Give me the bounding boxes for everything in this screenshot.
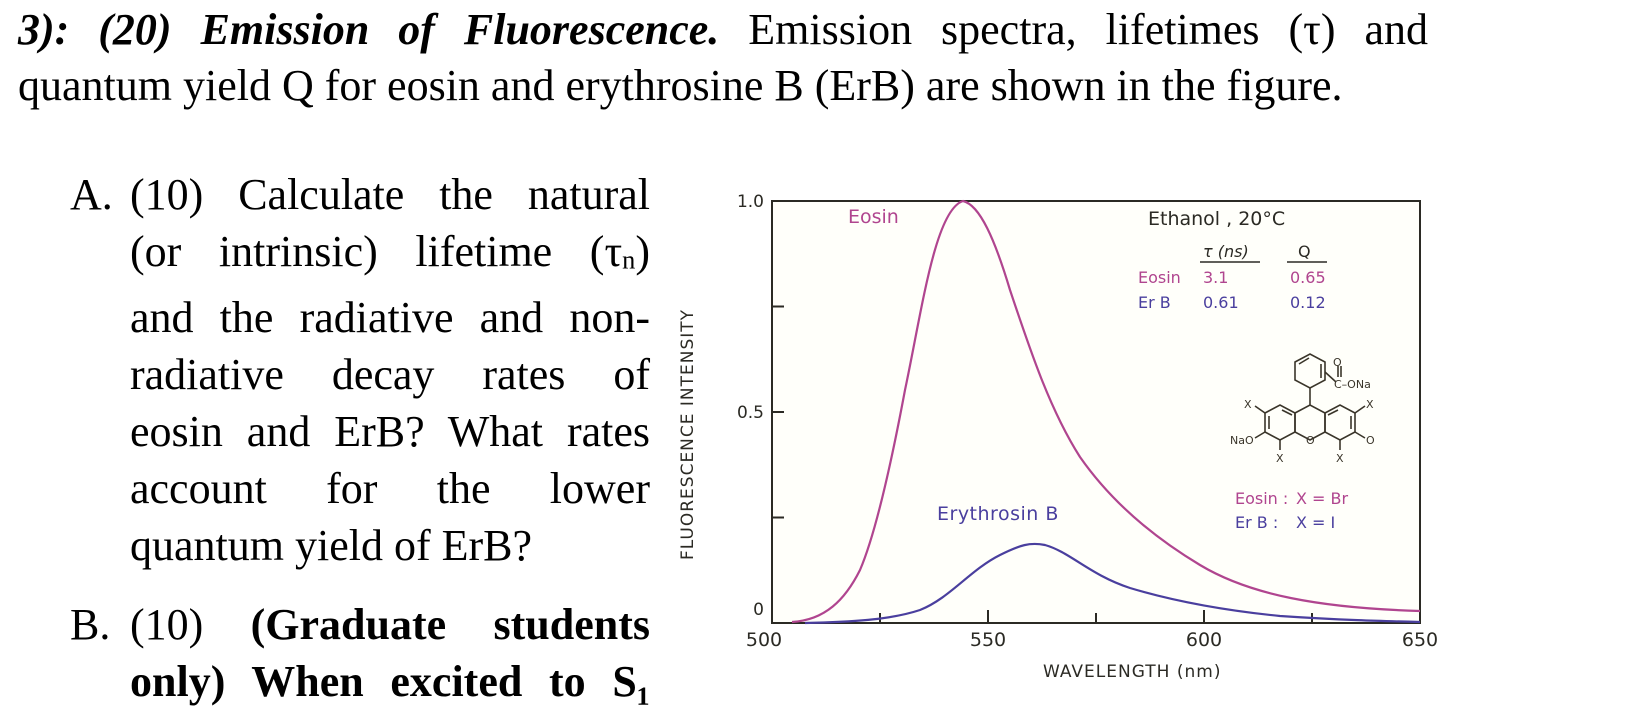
y-tick-labels: 1.0 0.5 0	[737, 192, 764, 620]
problem-title: Emission of Fluorescence.	[200, 5, 720, 54]
substituent-erb-value: X = I	[1296, 513, 1335, 532]
part-a-line-5: eosin and ErB? What rates	[130, 406, 650, 456]
tau-header: τ (ns)	[1203, 242, 1249, 261]
part-b-bold: (Graduate students	[250, 600, 650, 649]
x-label-right: X	[1366, 398, 1374, 411]
eosin-curve-label: Eosin	[848, 206, 899, 228]
part-b-body: (10) (Graduate students only) When excit…	[130, 596, 650, 710]
plot-frame	[771, 200, 1421, 624]
part-b-continuation: only) When excited to S₁	[130, 657, 650, 706]
y-ticks	[772, 305, 784, 519]
y-tick-1: 1.0	[737, 192, 764, 212]
eosin-curve	[791, 199, 1421, 624]
spectra-chart: 1.0 0.5 0 500 550 600 650 WAVELENGTH (nm…	[678, 192, 1438, 682]
part-b-line-2: only) When excited to S₁	[130, 653, 650, 710]
table-row-erb: Er B 0.61 0.12	[1138, 293, 1326, 312]
part-a-line-2: (or intrinsic) lifetime (τn)	[130, 223, 650, 289]
erythrosin-b-curve	[804, 542, 1421, 625]
y-tick-0: 0	[753, 600, 764, 620]
keto-o-label: O	[1366, 434, 1375, 447]
nao-label: NaO	[1230, 434, 1254, 447]
part-a-line-3: and the radiative and non-	[130, 292, 650, 342]
row-erb-name: Er B	[1138, 293, 1171, 312]
table-row-eosin: Eosin 3.1 0.65	[1138, 268, 1326, 287]
x-tick-600: 600	[1186, 629, 1222, 651]
x-tick-labels: 500 550 600 650	[746, 629, 1438, 651]
part-b-label: B.	[70, 600, 111, 649]
substituent-eosin-name: Eosin :	[1235, 489, 1288, 508]
y-tick-0.5: 0.5	[737, 403, 764, 423]
x-label-bottom-left: X	[1276, 452, 1284, 465]
row-eosin-name: Eosin	[1138, 268, 1181, 287]
ring-o-label: O	[1306, 434, 1315, 447]
problem-number: 3):	[18, 5, 70, 54]
problem-points: (20)	[98, 5, 172, 54]
tau-subscript: n	[622, 244, 636, 275]
part-a-line-7: quantum yield of ErB?	[130, 520, 533, 570]
part-b: B. (10) (Graduate students only) When ex…	[70, 596, 670, 706]
problem-intro-text: Emission spectra, lifetimes (τ) and quan…	[18, 5, 1428, 110]
y-axis-label: FLUORESCENCE INTENSITY	[678, 309, 698, 560]
x-axis-label: WAVELENGTH (nm)	[1043, 662, 1221, 682]
condition-label: Ethanol , 20°C	[1148, 208, 1285, 230]
part-a: A. (10) Calculate the natural (or intrin…	[70, 166, 670, 570]
x-tick-650: 650	[1402, 629, 1438, 651]
close-paren: )	[635, 227, 650, 276]
erythrosin-b-curve-label: Erythrosin B	[937, 503, 1059, 525]
part-b-line-1: (10) (Graduate students	[130, 596, 650, 653]
emission-spectra-figure: 1.0 0.5 0 500 550 600 650 WAVELENGTH (nm…	[660, 170, 1625, 692]
part-b-points: (10)	[130, 600, 204, 649]
row-eosin-tau: 3.1	[1203, 268, 1228, 287]
ona-label: C–ONa	[1334, 378, 1371, 391]
part-a-line-6: account for the lower	[130, 463, 650, 513]
x-label-left: X	[1244, 398, 1252, 411]
molecule-labels: O C–ONa X X NaO O O X X	[1230, 356, 1375, 465]
part-a-line-1-text: Calculate the natural	[238, 170, 650, 219]
part-a-line-1: (10) Calculate the natural	[130, 166, 650, 223]
part-a-line-2-text: (or intrinsic) lifetime (τ	[130, 227, 623, 276]
substituent-erb-name: Er B :	[1235, 513, 1278, 532]
part-a-points: (10)	[130, 170, 204, 219]
plot-area	[772, 201, 1420, 623]
substituent-legend: Eosin : X = Br Er B : X = I	[1235, 489, 1349, 532]
row-erb-tau: 0.61	[1203, 293, 1239, 312]
molecule-structure-icon	[1254, 353, 1366, 450]
x-label-bottom-right: X	[1336, 452, 1344, 465]
part-a-line-4: radiative decay rates of	[130, 349, 650, 399]
q-header: Q	[1298, 242, 1311, 261]
problem-intro: 3): (20) Emission of Fluorescence. Emiss…	[18, 2, 1428, 114]
substituent-eosin-value: X = Br	[1296, 489, 1349, 508]
part-a-label: A.	[70, 170, 113, 219]
x-tick-500: 500	[746, 629, 782, 651]
carbonyl-o-label: O	[1333, 356, 1342, 369]
row-erb-q: 0.12	[1290, 293, 1326, 312]
part-a-body: (10) Calculate the natural (or intrinsic…	[130, 166, 650, 574]
row-eosin-q: 0.65	[1290, 268, 1326, 287]
x-tick-550: 550	[970, 629, 1006, 651]
